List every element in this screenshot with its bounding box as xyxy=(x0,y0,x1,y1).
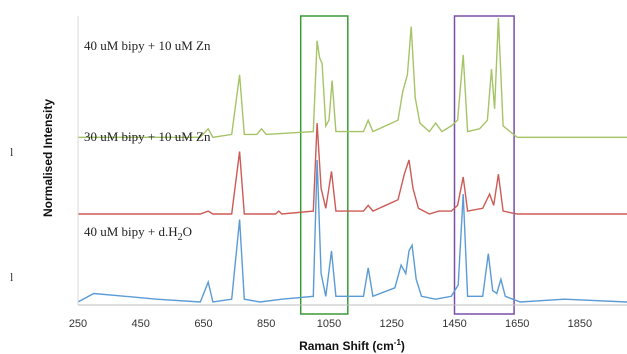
series-line-zn30 xyxy=(78,123,627,215)
highlight-box-purple xyxy=(453,15,515,315)
series-annotation: 30 uM bipy + 10 uM Zn xyxy=(84,129,211,144)
x-tick-label: 1850 xyxy=(568,318,592,330)
series-annotation: 40 uM bipy + 10 uM Zn xyxy=(84,38,211,53)
x-tick-label: 1050 xyxy=(317,318,341,330)
x-tick-label: 1650 xyxy=(505,318,529,330)
x-tick-label: 1250 xyxy=(379,318,403,330)
y-tick-glyph: l xyxy=(10,270,14,284)
highlight-boxes xyxy=(299,15,515,315)
highlight-box-green xyxy=(299,15,349,315)
spectra-group xyxy=(77,17,627,303)
x-axis-title: Raman Shift (cm-1) xyxy=(299,338,405,353)
series-line-water xyxy=(77,159,627,303)
y-tick-glyph: l xyxy=(10,145,14,159)
x-tick-label: 1450 xyxy=(442,318,466,330)
series-line-zn40 xyxy=(78,17,627,139)
x-tick-labels: 250 450 650 850 1050 1250 1450 1650 1850 xyxy=(69,318,592,330)
x-tick-label: 450 xyxy=(132,318,150,330)
x-tick-label: 250 xyxy=(69,318,87,330)
x-tick-label: 850 xyxy=(257,318,275,330)
series-annotation: 40 uM bipy + d.H2O xyxy=(84,224,192,243)
y-axis-title: Normalised Intensity xyxy=(41,99,55,217)
x-tick-label: 650 xyxy=(194,318,212,330)
